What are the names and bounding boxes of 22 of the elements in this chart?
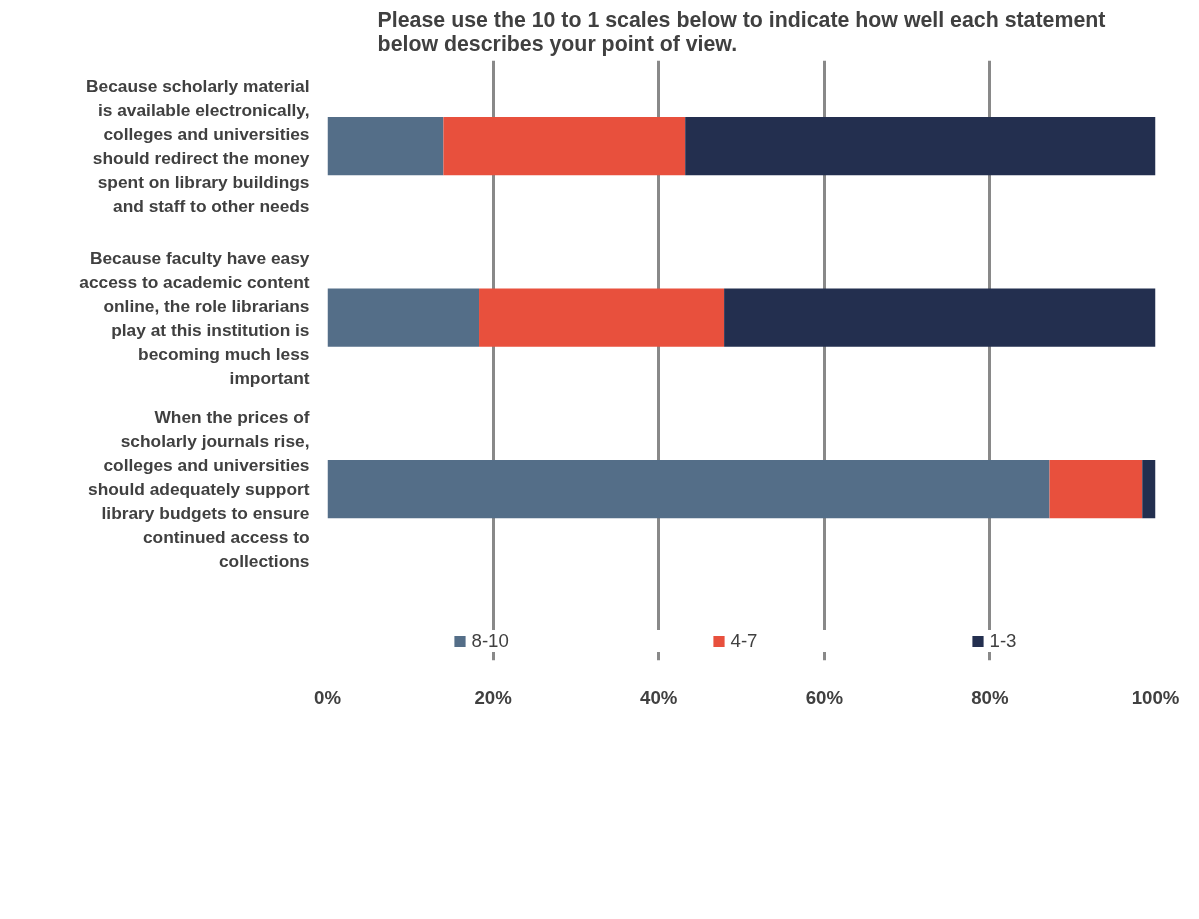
- chart-title: Please use the 10 to 1 scales below to indicate how well each statement below describes your point of view.: [377, 7, 1106, 56]
- bar: [685, 117, 1156, 176]
- bar: [1142, 459, 1156, 519]
- bar: [724, 288, 1156, 347]
- y-tick-label: Because scholarly material is available electronically, colleges and universities should redirect the money spent on library buildings and staff to other needs: [86, 76, 310, 217]
- y-tick-label: When the prices of scholarly journals rise, colleges and universities should adequately support library budgets to ensure continued access to collections: [88, 407, 310, 572]
- legend-label: 8-10: [471, 630, 510, 652]
- bar: [1049, 459, 1143, 519]
- bar: [327, 117, 444, 176]
- x-tick-label: 0%: [314, 686, 342, 708]
- bar: [327, 459, 1050, 519]
- x-tick-label: 100%: [1131, 686, 1180, 708]
- x-tick-label: 40%: [640, 686, 678, 708]
- y-tick-label: Because faculty have easy access to academic content online, the role librarians play at this institution is becoming much less important: [79, 247, 310, 388]
- x-tick-label: 20%: [474, 686, 513, 708]
- legend-label: 1-3: [989, 630, 1018, 652]
- x-tick-label: 80%: [971, 686, 1009, 708]
- bar: [443, 117, 686, 176]
- bar: [327, 288, 480, 347]
- bar: [479, 288, 725, 347]
- legend-label: 4-7: [730, 630, 759, 652]
- x-tick-label: 60%: [805, 686, 844, 708]
